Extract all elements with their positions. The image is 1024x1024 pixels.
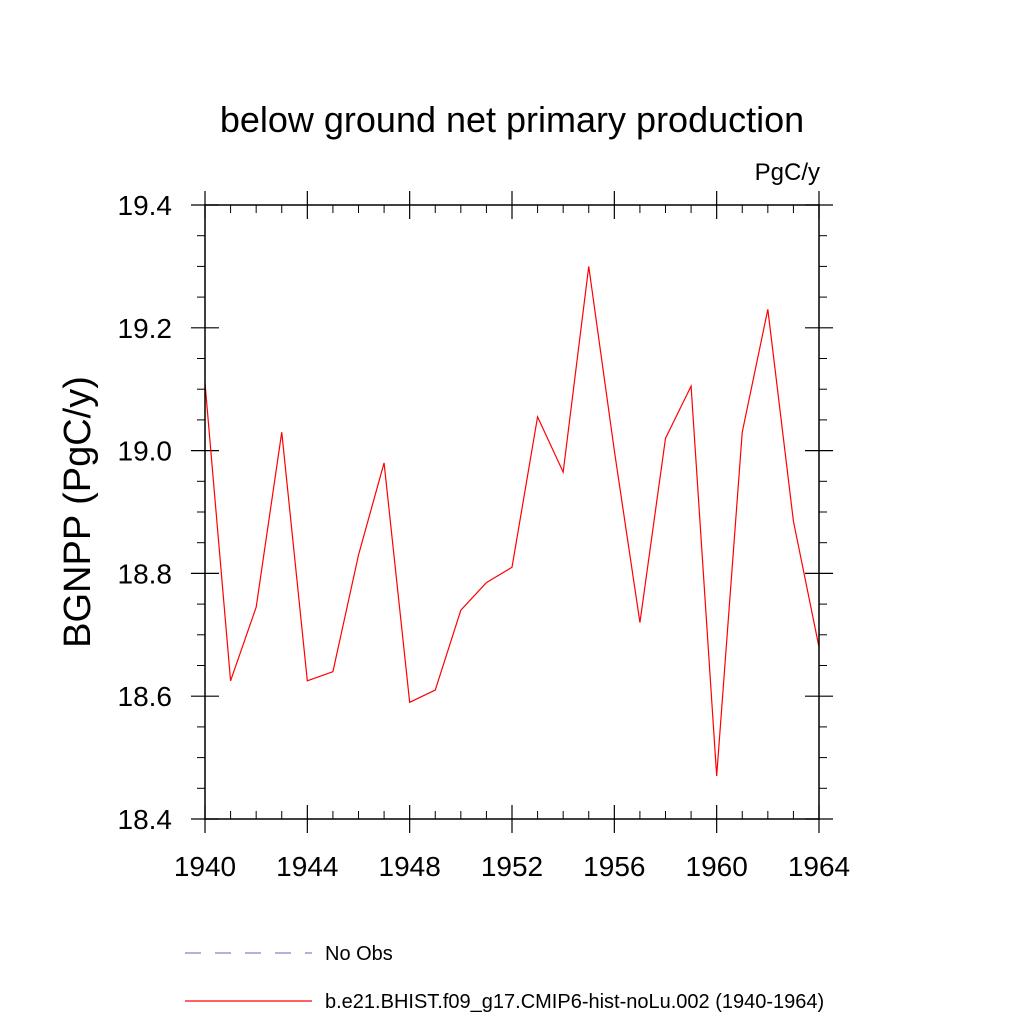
y-tick-label: 18.8 — [118, 558, 173, 589]
x-tick-label: 1956 — [583, 851, 645, 882]
legend: No Obs b.e21.BHIST.f09_g17.CMIP6-hist-noL… — [185, 943, 824, 1013]
legend-label: b.e21.BHIST.f09_g17.CMIP6-hist-noLu.002 … — [325, 991, 824, 1013]
plot-frame — [204, 204, 820, 820]
units-label: PgC/y — [755, 159, 820, 186]
x-tick-label: 1960 — [686, 851, 748, 882]
x-tick-label: 1944 — [276, 851, 338, 882]
x-tick-label: 1964 — [788, 851, 850, 882]
y-tick-label: 18.6 — [118, 681, 173, 712]
x-tick-label: 1952 — [481, 851, 543, 882]
y-tick-label: 19.2 — [118, 313, 173, 344]
legend-label: No Obs — [325, 943, 393, 965]
y-tick-label: 18.4 — [118, 804, 173, 835]
y-tick-label: 19.4 — [118, 190, 173, 221]
tick-labels: 1940 1944 1948 1952 1956 1960 1964 18.4 18.6 18.8… — [118, 190, 851, 882]
chart-title: below ground net primary production — [220, 99, 804, 140]
y-axis-label: BGNPP (PgC/y) — [57, 376, 99, 648]
series-line — [204, 266, 820, 777]
minor-ticks — [197, 205, 827, 819]
x-tick-label: 1948 — [379, 851, 441, 882]
x-tick-label: 1940 — [174, 851, 236, 882]
series-layer — [204, 266, 820, 777]
y-tick-label: 19.0 — [118, 436, 173, 467]
